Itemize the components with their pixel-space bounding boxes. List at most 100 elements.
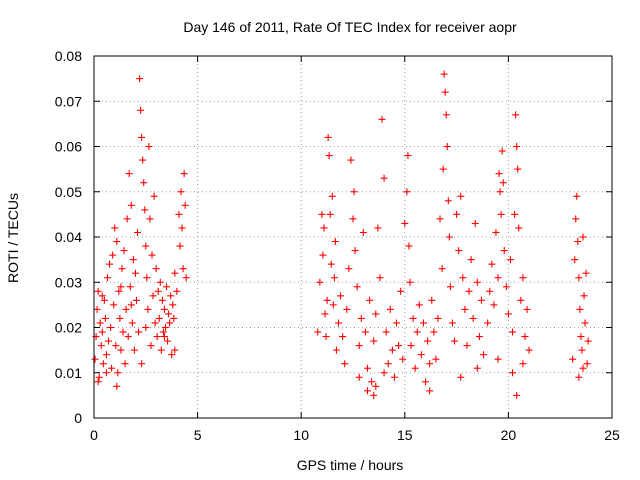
data-point: [117, 283, 125, 291]
data-point: [386, 305, 394, 313]
data-point: [523, 305, 531, 313]
data-point: [569, 355, 577, 363]
data-point: [498, 147, 506, 155]
data-point: [506, 256, 514, 264]
data-point: [152, 265, 160, 273]
data-point: [397, 287, 405, 295]
data-point: [471, 219, 479, 227]
data-point: [351, 247, 359, 255]
data-point: [145, 143, 153, 150]
data-point: [512, 111, 520, 119]
data-point: [182, 274, 190, 282]
data-point: [521, 333, 529, 341]
data-point: [143, 274, 151, 282]
data-point: [453, 210, 461, 218]
data-point: [406, 278, 414, 286]
data-point: [457, 373, 465, 381]
data-point: [180, 170, 188, 178]
data-point: [409, 314, 417, 322]
data-point: [171, 346, 179, 354]
y-tick-label: 0.04: [55, 229, 82, 245]
data-point: [511, 210, 519, 218]
y-tick-label: 0.06: [55, 139, 82, 155]
data-point: [411, 364, 419, 372]
data-point: [112, 342, 120, 350]
data-point: [322, 333, 330, 341]
data-point: [160, 333, 168, 341]
data-point: [176, 242, 184, 250]
data-point: [496, 188, 504, 196]
data-point: [96, 319, 104, 327]
data-point: [127, 301, 135, 309]
data-point: [579, 233, 587, 241]
data-point: [135, 328, 143, 336]
data-point: [390, 373, 398, 381]
y-tick-label: 0.08: [55, 48, 82, 64]
grid: [94, 56, 612, 418]
data-point: [138, 360, 146, 368]
data-point: [91, 355, 99, 363]
y-tick-label: 0.01: [55, 365, 82, 381]
x-tick-label: 0: [90, 427, 98, 443]
data-point: [113, 238, 121, 246]
data-point: [439, 165, 447, 173]
data-point: [114, 369, 122, 377]
data-point: [353, 283, 361, 291]
data-point: [444, 197, 452, 205]
data-point: [457, 192, 465, 200]
data-point: [368, 378, 376, 386]
data-point: [102, 351, 110, 359]
data-point: [326, 210, 334, 218]
data-point: [422, 378, 430, 386]
data-point: [405, 242, 413, 250]
data-point: [324, 133, 332, 141]
data-point: [130, 346, 138, 354]
data-point: [151, 319, 159, 327]
plot-frame: [93, 55, 613, 419]
data-point: [146, 215, 154, 223]
data-point: [111, 224, 119, 232]
data-point: [434, 314, 442, 322]
data-point: [93, 305, 101, 313]
x-axis-label: GPS time / hours: [297, 457, 404, 473]
data-point: [147, 342, 155, 350]
data-point: [469, 314, 477, 322]
data-point: [347, 156, 355, 164]
data-point: [455, 247, 463, 255]
data-point: [448, 319, 456, 327]
data-point: [382, 328, 390, 336]
data-point: [142, 324, 150, 331]
data-point: [144, 305, 152, 313]
data-point: [149, 292, 157, 300]
data-point: [345, 265, 353, 273]
data-point: [113, 382, 121, 390]
data-point: [101, 314, 109, 322]
data-point: [582, 269, 590, 277]
data-point: [484, 319, 492, 327]
data-point: [463, 342, 471, 350]
data-point: [417, 351, 425, 359]
data-point: [384, 360, 392, 368]
data-point: [571, 256, 579, 264]
data-point: [490, 301, 498, 309]
data-point: [445, 233, 453, 241]
data-point: [137, 106, 145, 114]
data-point: [155, 314, 163, 322]
data-point: [583, 360, 591, 368]
data-point: [318, 210, 326, 218]
data-point: [401, 219, 409, 227]
data-point: [323, 296, 331, 304]
data-point: [349, 215, 357, 223]
data-point: [426, 387, 434, 395]
data-point: [125, 170, 133, 178]
data-point: [440, 70, 448, 78]
data-point: [131, 269, 139, 277]
data-point: [355, 373, 363, 381]
data-point: [337, 292, 345, 300]
data-point: [159, 328, 167, 336]
data-point: [122, 305, 130, 313]
data-point: [419, 319, 427, 327]
data-point: [161, 324, 169, 331]
data-point: [167, 292, 175, 300]
data-point: [170, 314, 178, 322]
